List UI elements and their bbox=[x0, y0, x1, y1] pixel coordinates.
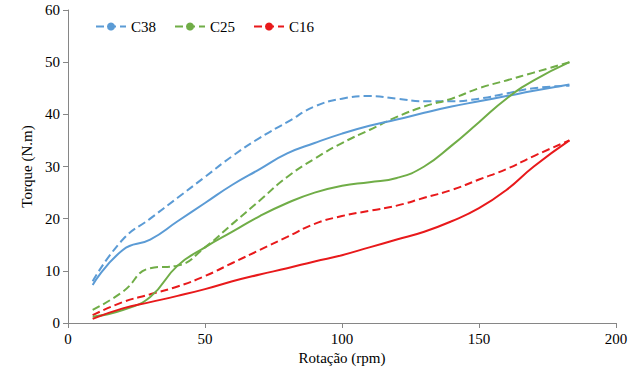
svg-text:150: 150 bbox=[468, 331, 491, 347]
svg-text:C38: C38 bbox=[131, 19, 156, 35]
svg-text:0: 0 bbox=[64, 331, 72, 347]
svg-text:50: 50 bbox=[198, 331, 213, 347]
svg-text:100: 100 bbox=[331, 331, 354, 347]
svg-text:50: 50 bbox=[45, 54, 60, 70]
svg-text:30: 30 bbox=[45, 159, 60, 175]
svg-text:40: 40 bbox=[45, 106, 60, 122]
svg-text:Torque (N.m): Torque (N.m) bbox=[19, 125, 36, 207]
svg-text:C25: C25 bbox=[210, 19, 235, 35]
svg-text:60: 60 bbox=[45, 2, 60, 18]
svg-text:200: 200 bbox=[605, 331, 628, 347]
svg-text:0: 0 bbox=[53, 315, 61, 331]
svg-text:Rotação (rpm): Rotação (rpm) bbox=[298, 350, 385, 367]
svg-text:C16: C16 bbox=[289, 19, 315, 35]
svg-text:10: 10 bbox=[45, 263, 60, 279]
svg-text:20: 20 bbox=[45, 211, 60, 227]
